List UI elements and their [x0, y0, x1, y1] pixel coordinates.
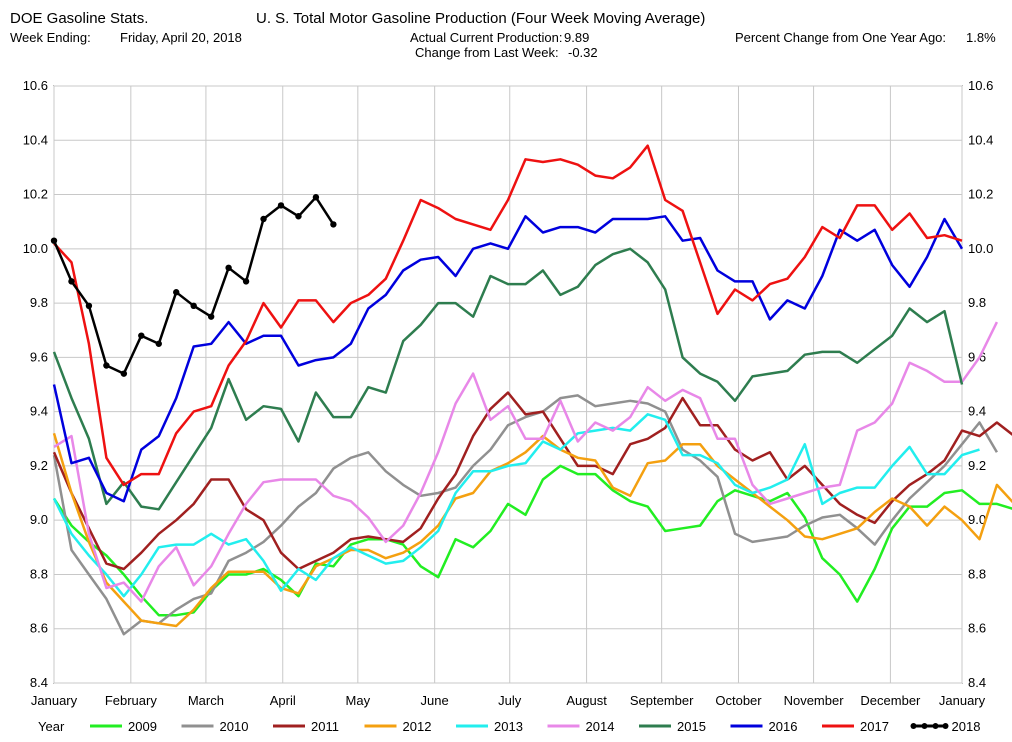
legend-label-2018: 2018	[952, 719, 981, 734]
x-tick-label: June	[421, 693, 449, 708]
data-point-2018	[330, 221, 337, 228]
legend-marker-2018	[910, 723, 917, 729]
data-point-2018	[260, 215, 267, 223]
y-tick-label-right: 8.6	[968, 621, 986, 636]
y-tick-label-left: 9.0	[30, 512, 48, 527]
y-tick-label-right: 9.8	[968, 295, 986, 310]
data-point-2018	[242, 278, 250, 285]
y-tick-label-right: 9.4	[968, 404, 986, 419]
series-line-2014	[53, 321, 999, 603]
legend-label-2014: 2014	[586, 719, 615, 734]
data-point-2018	[277, 202, 285, 209]
y-tick-label-right: 10.0	[968, 241, 993, 256]
y-tick-label-left: 8.4	[30, 675, 48, 690]
data-point-2018	[312, 194, 320, 201]
x-tick-label: November	[784, 693, 845, 708]
legend-label-2010: 2010	[220, 719, 249, 734]
y-tick-label-right: 10.6	[968, 78, 993, 93]
chart-title: U. S. Total Motor Gasoline Production (F…	[256, 10, 706, 27]
plot-frame	[53, 85, 963, 684]
legend-title: Year	[38, 719, 65, 734]
series-line-2012	[52, 432, 1012, 628]
legend-label-2017: 2017	[860, 719, 889, 734]
week-ending-label: Week Ending:	[10, 30, 91, 45]
series-line-2013	[52, 413, 980, 598]
y-tick-label-left: 10.2	[23, 187, 48, 202]
series-line-2010	[52, 394, 998, 636]
data-point-2018	[225, 264, 232, 272]
data-point-2018	[138, 332, 145, 339]
data-point-2018	[85, 302, 93, 310]
x-tick-label: March	[188, 693, 224, 708]
y-tick-label-left: 8.6	[30, 621, 48, 636]
yoy-change-value: 1.8%	[966, 30, 996, 45]
legend-marker-2018	[921, 723, 928, 729]
y-tick-label-left: 9.8	[30, 295, 48, 310]
data-point-2018	[190, 302, 197, 310]
y-tick-label-left: 10.0	[23, 241, 48, 256]
actual-production-label: Actual Current Production:	[410, 30, 563, 45]
legend-label-2015: 2015	[677, 719, 706, 734]
x-tick-label: February	[105, 693, 158, 708]
series-line-2015	[52, 247, 964, 511]
x-tick-label: April	[270, 693, 296, 708]
legend-label-2013: 2013	[494, 719, 523, 734]
yoy-change-label: Percent Change from One Year Ago:	[735, 30, 947, 45]
x-tick-label: August	[566, 693, 607, 708]
legend-marker-2018	[932, 723, 939, 729]
y-tick-label-left: 10.6	[23, 78, 48, 93]
x-tick-label: October	[715, 693, 762, 708]
y-tick-label-left: 8.8	[30, 566, 48, 581]
y-tick-label-right: 9.2	[968, 458, 986, 473]
legend-marker-2018	[942, 723, 949, 729]
data-point-2018	[155, 340, 162, 347]
legend-label-2016: 2016	[769, 719, 798, 734]
x-tick-label: July	[498, 693, 522, 708]
y-tick-label-right: 10.4	[968, 132, 993, 147]
weekly-change-value: -0.32	[568, 45, 598, 60]
y-tick-label-right: 10.2	[968, 187, 993, 202]
y-tick-label-right: 8.8	[968, 566, 986, 581]
y-tick-label-right: 8.4	[968, 675, 986, 690]
series-line-2017	[53, 144, 963, 487]
x-tick-label: September	[630, 693, 694, 708]
data-point-2018	[295, 213, 302, 220]
x-tick-label: December	[860, 693, 921, 708]
weekly-change-label: Change from Last Week:	[415, 45, 559, 60]
legend-label-2009: 2009	[128, 719, 157, 734]
data-point-2018	[173, 289, 180, 296]
legend-label-2012: 2012	[403, 719, 432, 734]
data-point-2018	[50, 237, 58, 244]
data-point-2018	[68, 278, 75, 285]
legend-label-2011: 2011	[311, 719, 339, 734]
y-tick-label-right: 9.0	[968, 512, 986, 527]
series-line-2011	[52, 391, 1012, 571]
y-tick-label-left: 9.4	[30, 404, 48, 419]
data-point-2018	[120, 370, 128, 377]
actual-production-value: 9.89	[564, 30, 590, 45]
x-tick-label: January	[31, 693, 78, 708]
series-line-2016	[52, 215, 964, 503]
x-tick-label: January	[939, 693, 986, 708]
y-tick-label-left: 9.2	[30, 458, 48, 473]
week-ending-value: Friday, April 20, 2018	[120, 30, 242, 45]
data-point-2018	[103, 362, 110, 369]
source-label: DOE Gasoline Stats.	[10, 10, 149, 27]
y-tick-label-left: 9.6	[30, 349, 48, 364]
y-tick-label-left: 10.4	[23, 132, 48, 147]
data-point-2018	[207, 313, 215, 320]
x-tick-label: May	[346, 693, 371, 708]
